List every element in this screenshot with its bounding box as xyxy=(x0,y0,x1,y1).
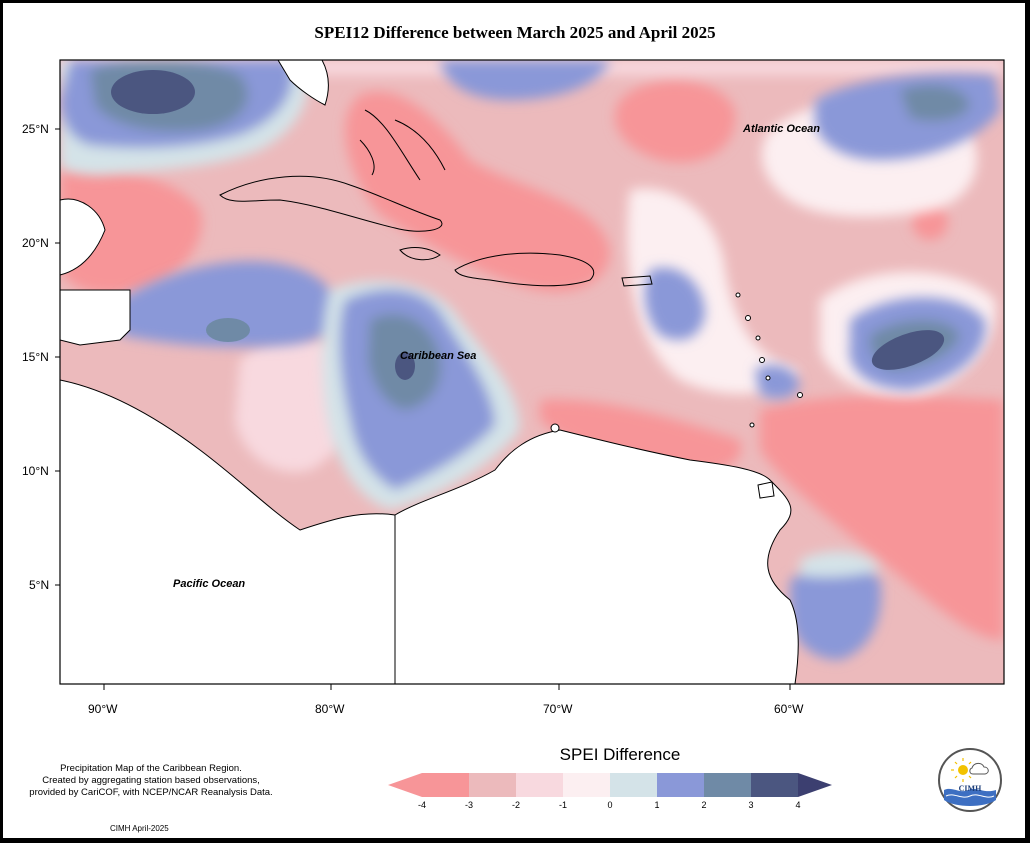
field-blue-guyana xyxy=(790,565,881,660)
ocean-label-pacific: Pacific Ocean xyxy=(173,578,246,590)
legend-swatch-7 xyxy=(704,773,751,797)
lon-label-80w: 80°W xyxy=(315,702,345,716)
logo-text: CIMH xyxy=(958,784,982,793)
legend-title: SPEI Difference xyxy=(559,745,681,764)
puerto-rico-outline xyxy=(621,275,653,287)
lat-label-20n: 20°N xyxy=(22,236,49,250)
land-south-america xyxy=(394,429,799,684)
map-border xyxy=(59,59,1005,685)
land-central-america-pacific xyxy=(60,379,396,684)
lat-label-15n: 15°N xyxy=(22,350,49,364)
legend-tick-label: 2 xyxy=(701,800,707,810)
footnote-line-1: Precipitation Map of the Caribbean Regio… xyxy=(60,763,242,774)
lon-label-60w: 60°W xyxy=(774,702,804,716)
map-title: SPEI12 Difference between March 2025 and… xyxy=(314,23,716,42)
island-barbados xyxy=(797,392,803,398)
small-islands xyxy=(550,292,803,499)
field-red-atlantic-north xyxy=(614,80,736,163)
legend-colorbar xyxy=(388,773,832,797)
land-yucatan xyxy=(60,198,106,276)
legend-swatch-8 xyxy=(751,773,798,797)
island-trinidad xyxy=(757,481,775,499)
field-slate-honduras xyxy=(206,318,250,342)
legend-swatch-3 xyxy=(516,773,563,797)
island-martinique xyxy=(759,357,765,363)
jamaica-outline xyxy=(399,247,441,261)
field-dark-gulf xyxy=(111,70,195,114)
legend-tick-label: -1 xyxy=(558,800,567,810)
ocean-label-caribbean: Caribbean Sea xyxy=(400,350,477,362)
field-white-lesser-antilles xyxy=(627,188,800,394)
field-red-venezuela-coast xyxy=(540,399,742,474)
axis-ticks xyxy=(55,128,791,690)
island-curacao xyxy=(550,423,560,433)
island-st-lucia xyxy=(765,375,771,381)
lon-label-70w: 70°W xyxy=(543,702,573,716)
cimh-logo-icon xyxy=(938,748,1002,812)
legend-tick-label: -2 xyxy=(511,800,520,810)
lon-label-90w: 90°W xyxy=(88,702,118,716)
footnote-line-3: provided by CariCOF, with NCEP/NCAR Rean… xyxy=(29,787,273,798)
field-red-spot xyxy=(912,204,948,240)
hispaniola-outline xyxy=(454,252,595,287)
land-masks xyxy=(60,60,799,684)
legend-right-arrow xyxy=(798,773,832,797)
legend-tick-label: -4 xyxy=(417,800,426,810)
legend-tick-label: 3 xyxy=(748,800,754,810)
spei-field xyxy=(60,60,1004,684)
legend-tick-label: 1 xyxy=(654,800,660,810)
island-dominica xyxy=(755,335,761,341)
land-belize-guatemala xyxy=(60,289,131,346)
legend-swatch-1 xyxy=(422,773,469,797)
field-slate-atlantic-ne xyxy=(900,85,970,122)
legend-tick-label: 4 xyxy=(795,800,801,810)
cuba-outline xyxy=(219,175,443,232)
field-blue-barbados xyxy=(755,365,800,399)
field-red-guianas xyxy=(760,395,1004,640)
field-blue-north xyxy=(440,60,610,100)
lat-label-10n: 10°N xyxy=(22,464,49,478)
field-blue-antilles xyxy=(644,267,705,340)
legend-swatch-2 xyxy=(469,773,516,797)
footnote-line-2: Created by aggregating station based obs… xyxy=(42,775,260,786)
bahamas-outline xyxy=(359,109,446,181)
island-guadeloupe xyxy=(745,315,751,321)
ocean-label-atlantic: Atlantic Ocean xyxy=(743,123,821,135)
legend-left-arrow xyxy=(388,773,422,797)
credit-text: CIMH April-2025 xyxy=(110,824,169,833)
legend-swatch-4 xyxy=(563,773,610,797)
land-florida xyxy=(277,60,329,106)
field-dark-caribbean xyxy=(395,352,415,380)
field-red-yucatan xyxy=(60,169,202,294)
field-red-bahamas xyxy=(345,91,610,292)
field-lightblue-guyana xyxy=(800,551,880,578)
footnote: Precipitation Map of the Caribbean Regio… xyxy=(10,763,292,799)
legend-tick-label: -3 xyxy=(464,800,473,810)
field-dark-atlantic xyxy=(871,330,945,370)
legend-swatch-5 xyxy=(610,773,657,797)
lat-label-25n: 25°N xyxy=(22,122,49,136)
lat-label-5n: 5°N xyxy=(29,578,50,592)
legend-tick-label: 0 xyxy=(607,800,613,810)
island-outlines xyxy=(219,109,653,287)
field-blue-honduras xyxy=(120,261,338,347)
island-antigua xyxy=(735,292,741,298)
island-grenada xyxy=(749,422,755,428)
legend-swatch-6 xyxy=(657,773,704,797)
